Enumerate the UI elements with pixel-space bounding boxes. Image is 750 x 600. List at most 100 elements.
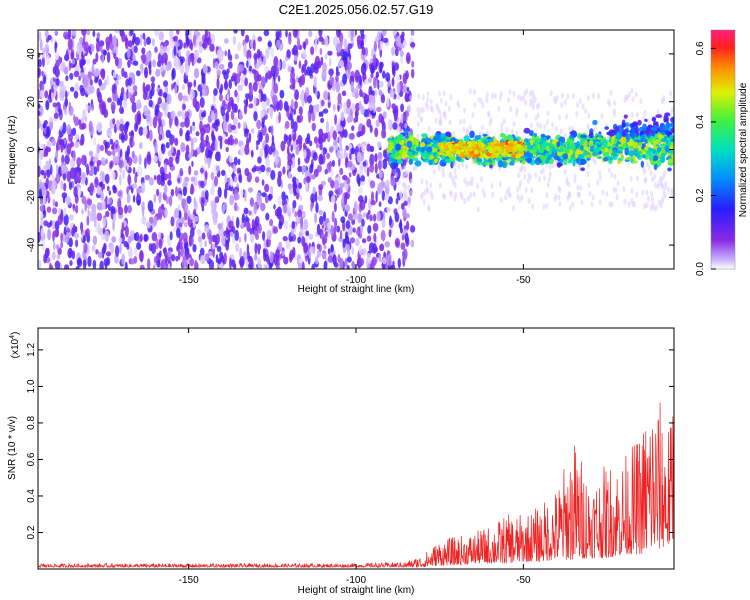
spectrogram-cell <box>476 206 480 213</box>
spectrogram-cell <box>148 63 152 70</box>
spectrogram-cell <box>219 138 223 150</box>
spectrogram-cell <box>400 202 405 210</box>
spectrogram-cell <box>361 218 365 227</box>
spectrogram-cell <box>358 257 365 267</box>
spectrogram-cell <box>517 144 521 147</box>
spectrogram-cell <box>523 173 527 180</box>
spectrogram-cell <box>190 176 195 182</box>
spectrogram-cell <box>507 97 510 104</box>
spectrogram-cell <box>200 127 206 137</box>
spectrogram-cell <box>388 229 392 238</box>
spectrogram-cell <box>266 167 271 173</box>
spectrogram-cell <box>375 35 380 43</box>
spectrogram-cell <box>617 144 623 148</box>
spectrogram-cell <box>267 257 270 265</box>
spectrogram-cell <box>261 179 265 186</box>
spectrogram-cell <box>156 260 161 268</box>
spectrogram-cell <box>455 150 461 155</box>
spectrogram-cell <box>531 104 535 111</box>
snr-ytick-label: 0.8 <box>26 416 37 430</box>
spectrogram-cell <box>507 142 514 148</box>
spectrogram-cell <box>285 30 288 38</box>
spectrogram-cell <box>197 235 202 243</box>
spectrogram-cell <box>305 137 310 145</box>
spectrogram-cell <box>598 174 602 181</box>
spectrogram-cell <box>434 117 438 124</box>
spectrogram-cell <box>54 30 59 36</box>
spectrogram-cell <box>325 120 330 132</box>
spectrogram-cell <box>609 90 613 96</box>
spectrogram-cell <box>343 51 348 62</box>
spectrogram-cell <box>527 197 531 204</box>
spectrogram-cell <box>366 166 370 177</box>
spectrogram-cell <box>279 89 285 99</box>
spectrogram-cell <box>301 64 307 72</box>
spectrogram-cell <box>369 124 373 133</box>
spectrogram-cell <box>293 55 298 62</box>
spectrogram-cell <box>315 89 318 97</box>
spectrogram-cell <box>614 125 620 132</box>
spectrogram-cell <box>378 201 382 207</box>
spectrogram-cell <box>367 224 372 234</box>
spectrogram-cell <box>298 76 303 88</box>
spectrogram-cell <box>629 175 633 182</box>
spectrogram-cell <box>192 97 198 108</box>
spectrogram-cell <box>441 167 445 173</box>
spectrogram-cell <box>598 133 602 139</box>
spectrogram-cell <box>409 95 413 101</box>
spectrogram-cell <box>52 207 58 215</box>
spectrogram-cell <box>319 48 323 56</box>
spectrogram-cell <box>163 264 166 269</box>
spectrogram-cell <box>372 155 376 162</box>
spectrogram-cell <box>384 241 391 248</box>
spectrogram-cell <box>355 76 359 83</box>
spectrogram-cell <box>291 221 296 230</box>
spectrogram-cell <box>229 194 235 206</box>
spectrogram-cell <box>450 151 457 154</box>
spectrogram-cell <box>266 239 269 248</box>
spectrogram-cell <box>161 102 167 111</box>
spectrogram-cell <box>68 101 72 112</box>
spectrogram-cell <box>138 126 144 136</box>
spectrogram-cell <box>211 242 215 250</box>
spectrogram-cell <box>425 179 429 186</box>
spectrogram-cell <box>75 239 79 248</box>
spectrogram-cell <box>579 137 585 145</box>
spectrogram-cell <box>474 150 479 155</box>
spectrogram-cell <box>124 132 128 142</box>
spectrogram-cell <box>47 248 50 257</box>
spectrogram-cell <box>146 154 152 165</box>
spectrogram-cell <box>234 53 239 60</box>
spectrogram-cell <box>468 124 472 131</box>
spectrogram-cell <box>237 84 243 92</box>
spectrogram-cell <box>589 140 594 144</box>
spectrogram-cell <box>70 86 75 92</box>
spectrogram-cell <box>407 151 413 156</box>
spectrogram-cell <box>265 156 270 168</box>
spectrogram-cell <box>316 243 321 250</box>
spectrogram-cell <box>51 138 56 147</box>
spectrogram-cell <box>140 182 146 194</box>
spectrogram-cell <box>348 133 355 140</box>
spectrogram-cell <box>482 192 486 198</box>
spectrogram-cell <box>132 60 139 66</box>
spectrogram-cell <box>156 174 162 186</box>
spectrogram-cell <box>323 244 327 250</box>
spectrogram-cell <box>574 151 579 159</box>
spectrogram-cell <box>546 110 550 117</box>
spectrogram-cell <box>399 134 403 141</box>
spectrogram-cell <box>645 189 649 196</box>
spectrogram-cell <box>79 138 85 146</box>
spectrogram-cell <box>355 229 360 235</box>
spectrogram-cell <box>54 42 57 53</box>
spectrogram-cell <box>146 36 151 46</box>
spectrogram-cell <box>558 114 561 121</box>
spectrogram-cell <box>219 251 224 259</box>
spectrogram-cell <box>669 90 673 97</box>
spectrogram-cell <box>194 149 198 158</box>
spectrogram-cell <box>389 88 394 98</box>
spectrogram-cell <box>270 125 274 135</box>
spectrogram-cell <box>586 171 590 178</box>
spectrogram-cell <box>350 81 355 93</box>
spectrogram-cell <box>466 195 470 202</box>
